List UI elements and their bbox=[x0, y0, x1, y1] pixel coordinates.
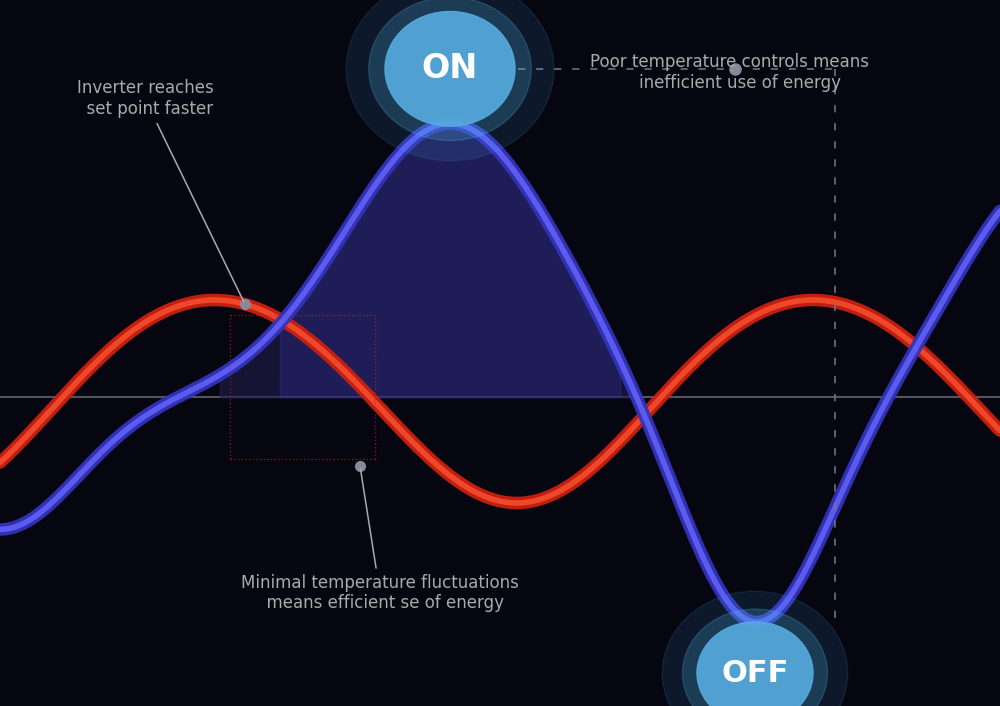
Circle shape bbox=[682, 609, 828, 706]
Text: Poor temperature controls means
    inefficient use of energy: Poor temperature controls means ineffici… bbox=[590, 53, 870, 92]
Text: OFF: OFF bbox=[721, 659, 789, 688]
Text: Minimal temperature fluctuations
  means efficient se of energy: Minimal temperature fluctuations means e… bbox=[241, 469, 519, 612]
Circle shape bbox=[662, 591, 848, 706]
Text: ON: ON bbox=[422, 52, 478, 85]
Text: Inverter reaches
  set point faster: Inverter reaches set point faster bbox=[76, 79, 244, 301]
Circle shape bbox=[346, 0, 554, 161]
Circle shape bbox=[369, 0, 531, 140]
Circle shape bbox=[697, 622, 813, 706]
Circle shape bbox=[385, 11, 515, 126]
